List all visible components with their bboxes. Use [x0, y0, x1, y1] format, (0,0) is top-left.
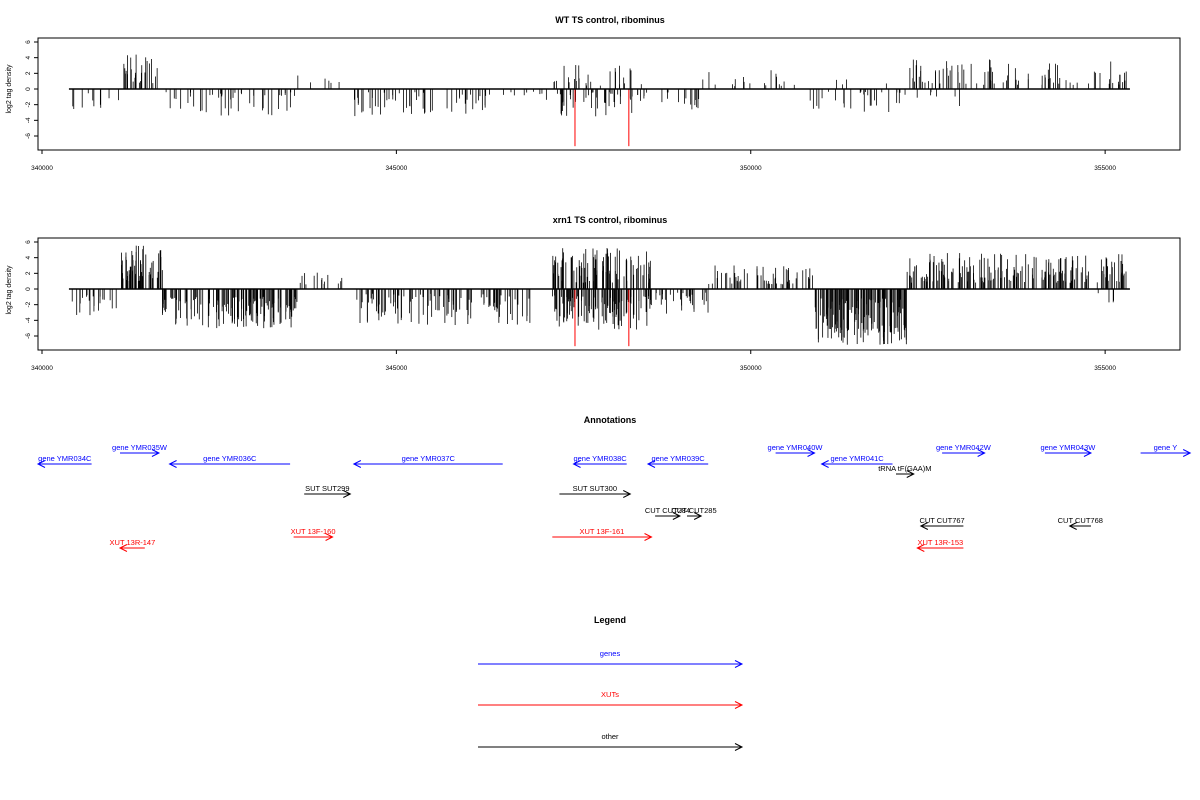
- annotation-label: CUT CUT284: [645, 506, 690, 515]
- annotation-arrowhead: [1068, 522, 1077, 530]
- annotation-label: CUT CUT767: [919, 516, 964, 525]
- annotation-arrowhead: [906, 470, 915, 478]
- xrn1-panel-title: xrn1 TS control, ribominus: [553, 215, 668, 225]
- xrn1-x-tick-label: 355000: [1094, 365, 1116, 372]
- annotation-label: gene YMR041C: [830, 454, 884, 463]
- legend-items: genes XUTs other: [478, 649, 744, 751]
- wt-y-axis-label: log2 tag density: [6, 64, 13, 114]
- wt-x-tick-label: 345000: [386, 165, 408, 172]
- wt-panel: WT TS control, ribominus log2 tag densit…: [6, 15, 1181, 172]
- wt-x-tick-label: 340000: [31, 165, 53, 172]
- legend-label: XUTs: [601, 690, 619, 699]
- annotation-label: gene YMR038C: [573, 454, 627, 463]
- legend-arrowhead: [734, 660, 744, 668]
- xrn1-y-tick-label: -2: [25, 301, 32, 307]
- annotation-arrowhead: [352, 460, 362, 468]
- annotation-arrowhead: [1182, 449, 1192, 457]
- annotation-arrowhead: [343, 490, 352, 498]
- annotation-label: gene YMR037C: [402, 454, 456, 463]
- annotation-label: gene YMR034C: [38, 454, 92, 463]
- annotation-arrowhead: [820, 460, 829, 468]
- annotation-arrowhead: [623, 490, 632, 498]
- annotation-arrowhead: [919, 522, 929, 530]
- annotation-label: SUT SUT300: [573, 484, 617, 493]
- legend-arrowhead: [734, 701, 744, 709]
- annotation-label: gene YMR035W: [112, 443, 168, 452]
- wt-density-bars: [68, 54, 1130, 147]
- annotation-label: gene YMR042W: [936, 443, 992, 452]
- legend-title: Legend: [594, 615, 626, 625]
- wt-y-tick-label: -4: [25, 117, 32, 123]
- annotations-title: Annotations: [584, 415, 637, 425]
- xrn1-y-tick-label: 6: [25, 240, 32, 244]
- wt-y-tick-label: 4: [25, 55, 32, 59]
- annotation-label: XUT 13R-153: [917, 538, 963, 547]
- xrn1-y-tick-label: -4: [25, 317, 32, 323]
- annotation-arrowhead: [807, 449, 816, 457]
- annotation-arrowhead: [325, 533, 334, 541]
- wt-y-tick-label: -6: [25, 133, 32, 139]
- annotation-arrowhead: [672, 512, 681, 520]
- annotation-arrowhead: [118, 544, 128, 552]
- xrn1-y-tick-label: 0: [25, 287, 32, 291]
- xrn1-density-bars: [68, 245, 1130, 347]
- annotation-label: XUT 13F-160: [291, 527, 336, 536]
- annotation-label: CUT CUT768: [1058, 516, 1103, 525]
- annotation-arrowhead: [572, 460, 581, 468]
- annotation-arrowhead: [693, 512, 703, 520]
- wt-x-tick-label: 350000: [740, 165, 762, 172]
- annotation-label: gene Y: [1154, 443, 1178, 452]
- annotation-label: gene YMR036C: [203, 454, 257, 463]
- legend-label: genes: [600, 649, 621, 658]
- wt-x-tick-label: 355000: [1094, 165, 1116, 172]
- annotation-arrowhead: [36, 460, 46, 468]
- legend-arrowhead: [734, 743, 744, 751]
- annotation-arrowhead: [977, 449, 986, 457]
- annotation-arrowhead: [151, 449, 161, 457]
- wt-axes: 6 4 2 0 -2 -4 -6 340000 345000 350000 355000: [25, 40, 1116, 172]
- annotation-label: gene YMR043W: [1040, 443, 1096, 452]
- annotation-label: XUT 13F-161: [579, 527, 624, 536]
- xrn1-y-axis-label: log2 tag density: [6, 265, 13, 315]
- annotation-label: gene YMR040W: [768, 443, 824, 452]
- annotation-label: SUT SUT299: [305, 484, 349, 493]
- wt-y-tick-label: -2: [25, 101, 32, 107]
- wt-plot-frame: [37, 37, 1181, 151]
- wt-panel-title: WT TS control, ribominus: [555, 15, 665, 25]
- xrn1-plot-frame: [37, 237, 1181, 351]
- xrn1-panel: xrn1 TS control, ribominus log2 tag dens…: [6, 215, 1181, 372]
- annotation-arrowhead: [646, 460, 656, 468]
- xrn1-x-tick-label: 350000: [740, 365, 762, 372]
- wt-y-tick-label: 2: [25, 71, 32, 75]
- xrn1-y-tick-label: 2: [25, 271, 32, 275]
- annotation-features: gene YMR034C gene YMR035W gene YMR036C gene…: [36, 443, 1192, 552]
- annotation-label: tRNA tF(GAA)M: [878, 464, 931, 473]
- annotation-label: XUT 13R-147: [110, 538, 156, 547]
- legend-label: other: [601, 732, 619, 741]
- xrn1-y-tick-label: 4: [25, 255, 32, 259]
- annotation-arrowhead: [916, 544, 925, 552]
- annotation-arrowhead: [1083, 449, 1093, 457]
- annotation-arrowhead: [644, 533, 653, 541]
- xrn1-x-tick-label: 345000: [386, 365, 408, 372]
- legend-panel: Legend genes XUTs other: [478, 615, 744, 751]
- annotation-arrowhead: [168, 460, 177, 468]
- xrn1-y-tick-label: -6: [25, 333, 32, 339]
- xrn1-axes: 6 4 2 0 -2 -4 -6 340000 345000 350000 355000: [25, 240, 1116, 372]
- annotation-label: gene YMR039C: [651, 454, 705, 463]
- wt-y-tick-label: 0: [25, 87, 32, 91]
- xrn1-x-tick-label: 340000: [31, 365, 53, 372]
- annotation-label: CUT CUT285: [671, 506, 716, 515]
- wt-y-tick-label: 6: [25, 40, 32, 44]
